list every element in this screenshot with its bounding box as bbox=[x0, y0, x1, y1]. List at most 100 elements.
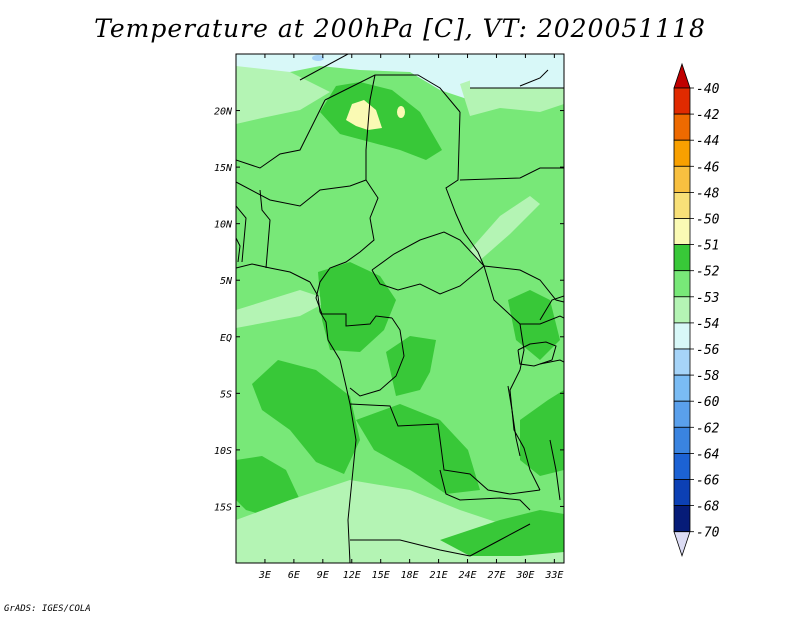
lat-label: 10N bbox=[214, 220, 233, 231]
colorbar-label: -70 bbox=[696, 526, 720, 541]
lat-label: 15S bbox=[214, 502, 232, 513]
lon-label: 12E bbox=[343, 570, 361, 581]
field-southwest-dark bbox=[252, 360, 360, 474]
temperature-field bbox=[236, 54, 564, 563]
border-chad-west bbox=[445, 111, 485, 267]
border-congo bbox=[349, 317, 405, 397]
field-south-dark bbox=[356, 404, 480, 494]
axis-ticks: 20N 15N 10N 5N EQ 5S 10S 15S 3E 6E 9E 12E 15E 18E 21E 2… bbox=[214, 54, 564, 581]
country-borders bbox=[236, 54, 564, 563]
border-angola-south bbox=[347, 403, 357, 563]
colorbar-top-arrow bbox=[673, 62, 691, 89]
lat-label: 5N bbox=[220, 276, 233, 287]
field-north-paleblue bbox=[236, 66, 330, 124]
colorbar-swatch bbox=[673, 113, 691, 141]
lon-label: 21E bbox=[430, 570, 448, 581]
lake-tanganyika bbox=[507, 385, 521, 457]
border-car-south bbox=[371, 265, 521, 325]
colorbar-swatch bbox=[673, 87, 691, 115]
lon-label: 3E bbox=[258, 570, 271, 581]
colorbar-swatch bbox=[673, 322, 691, 350]
lat-label: 15N bbox=[214, 163, 233, 174]
colorbar-swatch bbox=[673, 165, 691, 193]
colorbar-label: -44 bbox=[696, 134, 719, 149]
credit-text: GrADS: IGES/COLA bbox=[4, 604, 91, 614]
border-togo bbox=[236, 205, 247, 263]
colorbar: -40 -42 -44 -46 -48 -50 -51 -52 -53 -54 -56 -58 -60 -… bbox=[673, 62, 720, 557]
lon-label: 18E bbox=[401, 570, 419, 581]
field-yellow-spot-small bbox=[397, 106, 405, 118]
lat-label: 10S bbox=[214, 446, 232, 457]
border-namibia bbox=[350, 539, 471, 557]
border-drc-south bbox=[349, 403, 541, 495]
colorbar-label: -60 bbox=[696, 395, 720, 410]
lake-malawi bbox=[549, 439, 561, 501]
colorbar-label: -50 bbox=[696, 213, 720, 228]
colorbar-label: -42 bbox=[696, 108, 720, 123]
colorbar-swatch bbox=[673, 270, 691, 298]
colorbar-label: -54 bbox=[696, 317, 719, 332]
border-west-africa bbox=[236, 263, 311, 283]
border-benin bbox=[259, 189, 271, 269]
colorbar-label: -40 bbox=[696, 82, 720, 97]
colorbar-label: -58 bbox=[696, 369, 720, 384]
field-ice-patch bbox=[470, 54, 564, 88]
field-central-dark bbox=[318, 262, 396, 352]
field-congo-dark bbox=[386, 336, 436, 396]
lon-label: 6E bbox=[288, 570, 300, 581]
colorbar-swatch bbox=[673, 191, 691, 219]
colorbar-label: -53 bbox=[696, 291, 719, 306]
map-frame bbox=[235, 53, 565, 564]
border-nigeria-cameroon bbox=[315, 217, 375, 315]
colorbar-label: -52 bbox=[696, 265, 720, 280]
colorbar-label: -68 bbox=[696, 500, 720, 515]
border-cameroon-gabon bbox=[322, 313, 393, 327]
colorbar-label: -66 bbox=[696, 474, 720, 489]
colorbar-swatch bbox=[673, 452, 691, 480]
field-pale-streak-1 bbox=[470, 196, 540, 262]
colorbar-label: -64 bbox=[696, 447, 719, 462]
border-mali-niger bbox=[236, 99, 326, 169]
colorbar-label: -62 bbox=[696, 421, 720, 436]
colorbar-swatch bbox=[673, 426, 691, 454]
border-uganda bbox=[520, 315, 564, 325]
lon-label: 33E bbox=[544, 570, 563, 581]
colorbar-swatch bbox=[673, 374, 691, 402]
colorbar-label: -51 bbox=[696, 239, 719, 254]
lat-label: EQ bbox=[220, 333, 232, 344]
border-niger-libya bbox=[324, 74, 461, 113]
coastline-west bbox=[236, 237, 241, 263]
colorbar-swatch bbox=[673, 296, 691, 324]
border-sudan-south bbox=[483, 265, 564, 303]
colorbar-swatch bbox=[673, 244, 691, 272]
map-title: Temperature at 200hPa [C], VT: 202005111… bbox=[94, 14, 706, 43]
border-zambia bbox=[439, 469, 531, 511]
border-sudan bbox=[459, 167, 564, 181]
lon-label: 30E bbox=[515, 570, 534, 581]
border-zambia-zim bbox=[469, 523, 531, 557]
lon-label: 27E bbox=[487, 570, 505, 581]
colorbar-swatch bbox=[673, 218, 691, 246]
field-north-dark bbox=[320, 82, 442, 160]
lake-victoria bbox=[517, 341, 557, 367]
field-yellow-spot bbox=[346, 100, 382, 130]
lat-label: 5S bbox=[220, 389, 232, 400]
field-blue-spot bbox=[312, 55, 324, 61]
colorbar-swatch bbox=[673, 479, 691, 507]
border-niger-nigeria bbox=[236, 179, 379, 219]
coastline-gulf bbox=[309, 281, 351, 405]
lon-label: 9E bbox=[317, 570, 329, 581]
border-tanzania bbox=[539, 359, 564, 365]
colorbar-label: -56 bbox=[696, 343, 720, 358]
field-south-dark-2 bbox=[440, 510, 564, 556]
coastline-east bbox=[539, 295, 564, 321]
coastline-red-sea bbox=[519, 69, 549, 87]
lat-label: 20N bbox=[214, 107, 233, 118]
colorbar-swatch bbox=[673, 505, 691, 533]
border-niger-chad bbox=[365, 74, 376, 180]
lon-label: 15E bbox=[372, 570, 390, 581]
colorbar-label: -48 bbox=[696, 186, 720, 201]
border-car-chad bbox=[371, 231, 485, 271]
colorbar-swatch bbox=[673, 348, 691, 376]
